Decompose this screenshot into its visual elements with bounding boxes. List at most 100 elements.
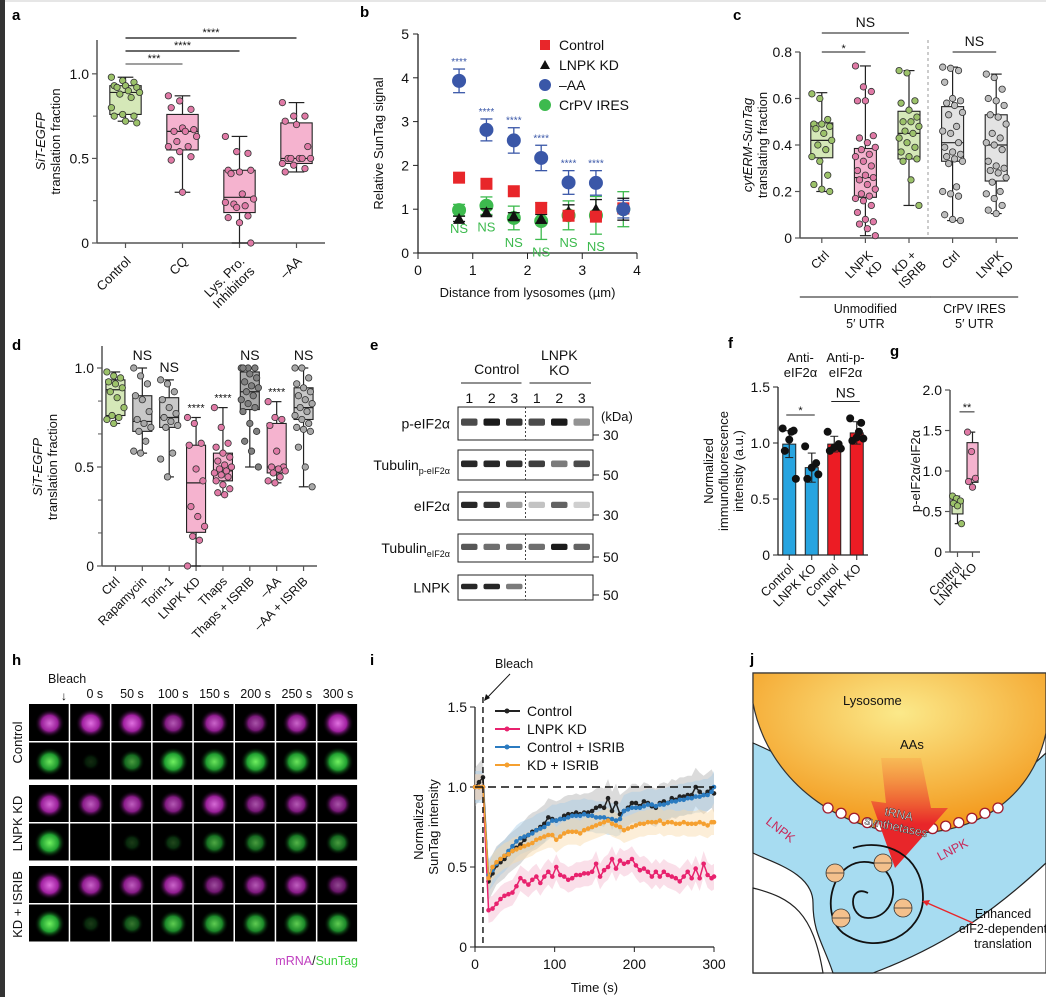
data-point: [187, 153, 195, 161]
data-point: [990, 194, 998, 203]
suntag-spot: [322, 746, 354, 777]
data-point: [613, 818, 619, 823]
data-point: [861, 97, 869, 105]
data-point: [705, 823, 710, 828]
data-point: [301, 164, 309, 173]
data-point: [826, 187, 834, 196]
data-point: [299, 425, 308, 433]
data-point: [124, 87, 132, 95]
data-point: [859, 83, 868, 91]
data-point: [673, 875, 679, 881]
y-tick-label: 0: [784, 230, 792, 246]
translation-label-line: eIF2-dependent: [959, 922, 1046, 936]
data-point: [106, 388, 114, 396]
data-point: [553, 864, 559, 870]
data-point: [522, 837, 527, 843]
data-point: [569, 875, 575, 881]
data-point: [853, 208, 862, 217]
data-point: [108, 411, 116, 420]
data-point: [597, 874, 603, 879]
panel-label: e: [370, 337, 378, 354]
data-point: [992, 97, 1000, 105]
significance-label: ****: [561, 159, 577, 170]
pointer-arrow-icon: [924, 901, 974, 924]
data-point: [514, 847, 519, 852]
legend-label: CrPV IRES: [559, 97, 629, 113]
x-tick-label: 2: [524, 262, 532, 278]
data-point: [249, 392, 257, 400]
data-point: [913, 113, 921, 121]
significance-label: ****: [214, 393, 232, 405]
group-label: LNPK KO: [541, 347, 578, 378]
data-point: [187, 503, 195, 511]
data-point: [111, 380, 120, 388]
data-point: [998, 85, 1006, 93]
suntag-spot: [240, 747, 271, 777]
data-point: [685, 869, 691, 875]
mrna-spot: [282, 791, 311, 818]
data-point: [982, 139, 990, 147]
time-label: 50 s: [120, 687, 144, 701]
data-point-square: [453, 171, 466, 184]
data-point: [561, 816, 567, 822]
data-point: [629, 856, 635, 862]
data-point-circle: [479, 122, 494, 137]
data-point: [190, 126, 198, 134]
mrna-spot: [282, 871, 312, 899]
data-point: [264, 398, 272, 406]
y-axis-label-line: immunofluorescence: [716, 411, 731, 531]
data-point-circle: [588, 175, 603, 190]
group-title: Anti-p-eIF2α: [826, 350, 864, 380]
data-point: [982, 70, 990, 78]
data-point: [167, 417, 175, 426]
data-point: [689, 821, 694, 827]
data-point: [589, 808, 595, 814]
y-tick-label: 0.8: [773, 44, 793, 60]
data-point: [653, 869, 659, 875]
data-point: [824, 115, 832, 124]
data-point: [143, 380, 152, 388]
data-point: [897, 99, 905, 107]
data-point: [526, 882, 531, 887]
data-point: [857, 146, 866, 154]
ns-label: NS: [560, 235, 578, 250]
data-point: [160, 413, 168, 422]
data-point: [669, 795, 675, 801]
data-point: [247, 166, 255, 174]
data-point: [545, 815, 551, 820]
significance-label: ****: [588, 159, 604, 170]
lane-number: 2: [488, 390, 496, 406]
blot-band: [461, 418, 478, 426]
data-point: [164, 142, 172, 151]
data-point: [808, 153, 816, 161]
ns-label: NS: [587, 239, 605, 254]
data-point: [641, 799, 647, 804]
data-point: [247, 447, 256, 455]
data-point: [506, 891, 511, 897]
mrna-spot: [242, 791, 270, 818]
data-point: [897, 148, 905, 156]
group-title-line: Anti-p-: [826, 350, 864, 365]
data-point: [855, 176, 864, 184]
data-point: [625, 807, 631, 812]
data-point: [859, 157, 868, 165]
data-point-square: [535, 201, 548, 214]
data-point: [271, 479, 279, 487]
suntag-spot: [80, 914, 101, 934]
data-point: [689, 792, 694, 798]
data-point: [147, 423, 155, 432]
data-point: [569, 829, 575, 835]
data-point: [593, 861, 599, 867]
data-point: [526, 832, 531, 838]
data-point: [131, 392, 140, 400]
channel-legend-part: SunTag: [316, 954, 358, 968]
data-point: [621, 861, 627, 867]
data-point: [905, 153, 913, 161]
data-point: [119, 110, 127, 119]
data-point: [269, 469, 277, 477]
data-point: [621, 827, 627, 833]
data-point: [641, 803, 647, 809]
data-point: [990, 141, 998, 149]
data-point: [863, 180, 871, 189]
